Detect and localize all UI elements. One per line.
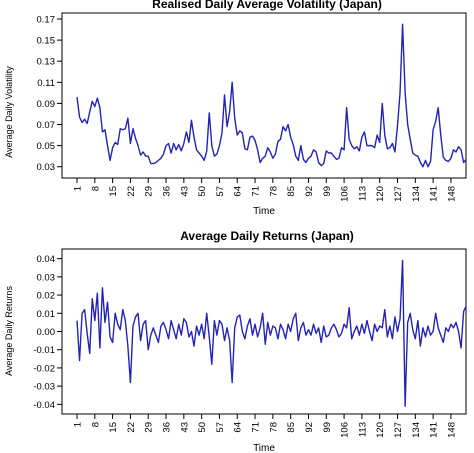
volatility-chart: Realised Daily Average Volatility (Japan… <box>4 0 467 217</box>
returns-x-axis-label: Time <box>253 443 275 453</box>
volatility-x-tick-label: 29 <box>144 186 155 197</box>
volatility-x-tick-label: 1 <box>73 186 84 191</box>
volatility-x-tick-label: 113 <box>357 186 368 201</box>
returns-x-tick-label: 1 <box>73 422 84 427</box>
returns-series-line <box>76 259 467 407</box>
volatility-x-tick-label: 15 <box>108 186 119 197</box>
volatility-chart-title: Realised Daily Average Volatility (Japan… <box>152 0 382 11</box>
returns-y-tick-label: -0.01 <box>33 345 55 356</box>
returns-y-tick-label: 0.04 <box>37 254 56 265</box>
returns-x-tick-label: 29 <box>144 422 155 433</box>
returns-marks: -0.04 -0.03 -0.02 -0.01 0.00 0.01 0.02 0.03 0.04… <box>33 254 467 438</box>
volatility-x-tick-label: 50 <box>197 186 208 197</box>
volatility-x-tick-label: 85 <box>286 186 297 197</box>
returns-x-tick-label: 15 <box>108 422 119 433</box>
returns-x-tick-label: 8 <box>90 422 101 427</box>
volatility-x-tick-label: 71 <box>251 186 262 197</box>
returns-y-tick-label: -0.03 <box>33 382 55 393</box>
returns-x-tick-label: 36 <box>162 422 173 433</box>
returns-y-tick-label: 0.01 <box>37 309 56 320</box>
returns-chart-title: Average Daily Returns (Japan) <box>180 229 354 243</box>
returns-x-tick-label: 113 <box>357 422 368 437</box>
volatility-series-line <box>76 23 467 168</box>
returns-x-tick-label: 148 <box>446 422 457 438</box>
returns-y-tick-label: -0.04 <box>33 400 55 411</box>
volatility-y-tick-label: 0.07 <box>37 120 56 131</box>
returns-chart: Average Daily Returns (Japan) Time Avera… <box>4 229 467 453</box>
volatility-y-tick-label: 0.15 <box>37 36 56 47</box>
returns-x-tick-label: 71 <box>251 422 262 433</box>
returns-x-tick-label: 127 <box>393 422 404 438</box>
returns-x-tick-label: 50 <box>197 422 208 433</box>
volatility-x-tick-label: 127 <box>393 186 404 202</box>
volatility-x-tick-label: 148 <box>446 186 457 202</box>
returns-x-tick-label: 43 <box>179 422 190 433</box>
volatility-x-tick-label: 22 <box>126 186 137 197</box>
returns-x-tick-label: 92 <box>304 422 315 433</box>
returns-y-axis-label: Average Daily Returns <box>4 286 14 376</box>
returns-x-tick-label: 141 <box>429 422 440 438</box>
returns-x-tick-label: 22 <box>126 422 137 433</box>
volatility-x-tick-label: 64 <box>233 186 244 197</box>
volatility-x-tick-label: 106 <box>340 186 351 202</box>
returns-x-tick-label: 134 <box>411 422 422 438</box>
returns-y-tick-label: -0.02 <box>33 363 55 374</box>
returns-x-tick-label: 106 <box>340 422 351 438</box>
volatility-x-tick-label: 78 <box>268 186 279 197</box>
volatility-x-tick-label: 36 <box>162 186 173 197</box>
volatility-y-axis-label: Average Daily Volatility <box>4 66 14 158</box>
returns-y-tick-label: 0.00 <box>37 327 56 338</box>
returns-x-tick-label: 99 <box>322 422 333 433</box>
returns-x-tick-label: 85 <box>286 422 297 433</box>
volatility-marks: 0.03 0.05 0.07 0.09 0.11 0.13 0.15 0.17 1 8 15 22 29… <box>37 15 467 202</box>
returns-x-tick-label: 64 <box>233 422 244 433</box>
volatility-x-tick-label: 120 <box>375 186 386 202</box>
volatility-y-tick-label: 0.05 <box>37 141 56 152</box>
returns-x-tick-label: 57 <box>215 422 226 433</box>
volatility-x-tick-label: 99 <box>322 186 333 197</box>
volatility-y-tick-label: 0.03 <box>37 162 56 173</box>
volatility-y-tick-label: 0.09 <box>37 99 56 110</box>
volatility-x-tick-label: 134 <box>411 186 422 202</box>
returns-y-tick-label: 0.03 <box>37 272 56 283</box>
volatility-x-tick-label: 92 <box>304 186 315 197</box>
volatility-y-tick-label: 0.11 <box>37 78 55 89</box>
volatility-plot-frame <box>61 12 467 179</box>
returns-x-tick-label: 78 <box>268 422 279 433</box>
volatility-y-tick-label: 0.13 <box>37 57 56 68</box>
volatility-x-tick-label: 43 <box>179 186 190 197</box>
volatility-x-tick-label: 57 <box>215 186 226 197</box>
volatility-x-tick-label: 8 <box>90 186 101 191</box>
returns-y-tick-label: 0.02 <box>37 291 56 302</box>
volatility-x-axis-label: Time <box>253 206 275 217</box>
returns-x-tick-label: 120 <box>375 422 386 438</box>
volatility-y-tick-label: 0.17 <box>37 15 56 26</box>
volatility-x-tick-label: 141 <box>429 186 440 202</box>
